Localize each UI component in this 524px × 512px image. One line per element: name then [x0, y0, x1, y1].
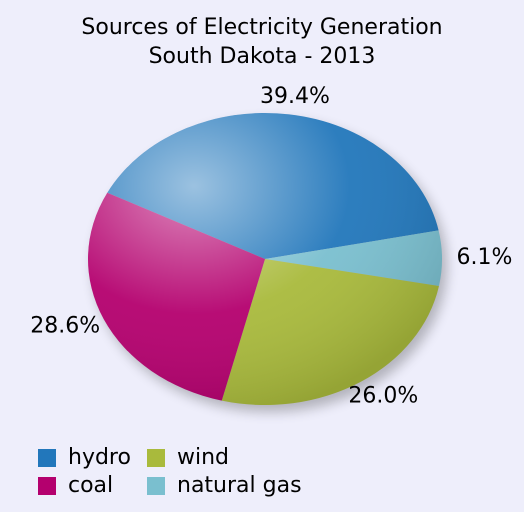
legend-label: wind: [177, 445, 229, 470]
labels: 39.4% 6.1% 26.0% 28.6%: [30, 84, 512, 409]
chart-title: Sources of Electricity Generation: [81, 15, 442, 40]
legend-swatch: [38, 449, 56, 467]
value-label: 28.6%: [30, 314, 100, 339]
value-label: 26.0%: [348, 384, 418, 409]
legend: hydro coal wind natural gas: [38, 445, 302, 498]
legend-label: hydro: [68, 445, 131, 470]
legend-swatch: [147, 477, 165, 495]
legend-swatch: [38, 477, 56, 495]
value-label: 39.4%: [260, 84, 330, 109]
chart-title: South Dakota - 2013: [149, 44, 376, 69]
legend-swatch: [147, 449, 165, 467]
value-label: 6.1%: [457, 245, 513, 270]
legend-label: natural gas: [177, 473, 302, 498]
legend-label: coal: [68, 473, 113, 498]
pie: [88, 112, 443, 406]
